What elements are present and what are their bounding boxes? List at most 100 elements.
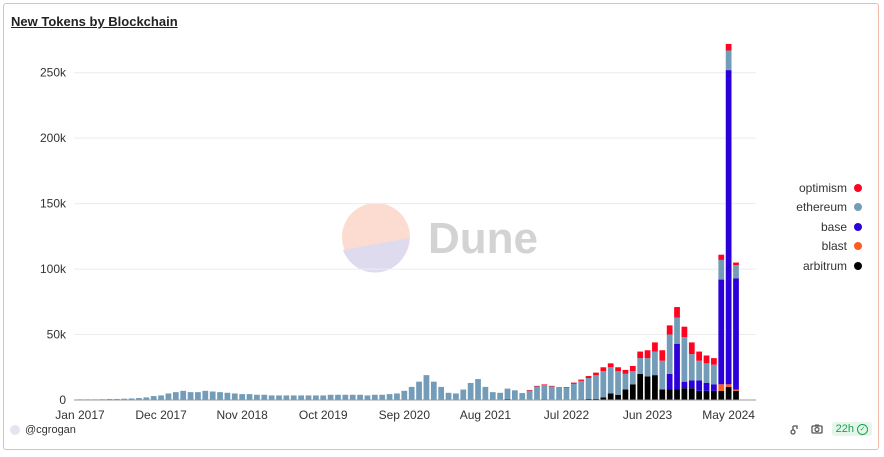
bar-ethereum bbox=[556, 387, 562, 400]
legend-label: blast bbox=[821, 239, 847, 254]
y-tick-label: 100k bbox=[40, 262, 67, 276]
bar-base bbox=[703, 382, 710, 391]
bar-ethereum bbox=[696, 360, 703, 381]
bar-ethereum bbox=[629, 371, 636, 385]
bar-base bbox=[674, 343, 680, 390]
bar-optimism bbox=[688, 342, 695, 355]
bar-optimism bbox=[644, 350, 651, 359]
bar-arbitrum bbox=[607, 393, 614, 400]
bar-base bbox=[681, 381, 688, 389]
x-tick-label: Sep 2020 bbox=[379, 408, 431, 422]
x-tick-label: May 2024 bbox=[702, 408, 755, 422]
bar-blast bbox=[733, 389, 739, 391]
legend-swatch bbox=[854, 203, 862, 212]
bar-ethereum bbox=[187, 392, 194, 400]
bar-ethereum bbox=[312, 395, 319, 400]
bar-ethereum bbox=[718, 259, 725, 280]
legend-item-ethereum[interactable]: ethereum bbox=[776, 198, 862, 218]
bar-ethereum bbox=[563, 387, 570, 400]
bar-optimism bbox=[570, 382, 577, 384]
bar-ethereum bbox=[688, 354, 695, 381]
legend-item-base[interactable]: base bbox=[776, 217, 862, 237]
x-tick-label: Jul 2022 bbox=[544, 408, 590, 422]
camera-icon[interactable] bbox=[810, 422, 824, 436]
bar-arbitrum bbox=[622, 389, 629, 400]
x-tick-label: Dec 2017 bbox=[135, 408, 187, 422]
bar-arbitrum bbox=[666, 389, 673, 400]
bar-arbitrum bbox=[733, 390, 739, 400]
bar-arbitrum bbox=[593, 398, 599, 400]
bar-ethereum bbox=[541, 384, 548, 400]
bar-ethereum bbox=[534, 386, 540, 400]
bar-ethereum bbox=[548, 386, 555, 400]
bar-ethereum bbox=[261, 394, 268, 400]
bar-optimism bbox=[703, 355, 710, 364]
bar-ethereum bbox=[327, 394, 334, 400]
bar-arbitrum bbox=[637, 373, 644, 400]
legend-item-arbitrum[interactable]: arbitrum bbox=[776, 256, 862, 276]
bar-ethereum bbox=[254, 394, 260, 400]
bar-blast bbox=[718, 384, 725, 391]
bar-optimism bbox=[629, 365, 636, 372]
refresh-badge[interactable]: 22h ✓ bbox=[831, 422, 872, 436]
bar-base bbox=[666, 373, 673, 390]
bar-arbitrum bbox=[674, 389, 680, 400]
bar-ethereum bbox=[342, 394, 349, 400]
bar-optimism bbox=[666, 325, 673, 335]
bar-ethereum bbox=[711, 364, 717, 385]
bar-optimism bbox=[585, 376, 592, 379]
watermark-text: Dune bbox=[428, 214, 538, 263]
refresh-badge-label: 22h bbox=[835, 423, 854, 435]
dune-watermark: Dune bbox=[342, 203, 538, 273]
bar-ethereum bbox=[202, 390, 209, 400]
bar-ethereum bbox=[224, 392, 231, 400]
bar-arbitrum bbox=[725, 386, 732, 400]
fork-icon[interactable] bbox=[788, 422, 802, 436]
bar-ethereum bbox=[570, 383, 577, 400]
chart-card: New Tokens by Blockchain bbox=[3, 3, 879, 450]
bar-optimism bbox=[696, 351, 703, 361]
bar-arbitrum bbox=[659, 389, 666, 400]
legend-item-blast[interactable]: blast bbox=[776, 237, 862, 257]
bar-ethereum bbox=[128, 398, 135, 400]
bar-arbitrum bbox=[718, 390, 725, 400]
footer-actions: 22h ✓ bbox=[780, 422, 872, 436]
y-tick-label: 250k bbox=[40, 66, 67, 80]
bar-optimism bbox=[541, 384, 548, 386]
bar-base bbox=[718, 279, 725, 385]
legend-label: optimism bbox=[798, 180, 847, 195]
legend-item-optimism[interactable]: optimism bbox=[776, 178, 862, 198]
bar-ethereum bbox=[195, 392, 201, 400]
author-attribution[interactable]: @cgrogan bbox=[10, 424, 76, 436]
bar-ethereum bbox=[600, 371, 607, 398]
bar-base bbox=[688, 380, 695, 389]
bar-ethereum bbox=[217, 392, 223, 400]
bar-ethereum bbox=[386, 394, 393, 400]
legend-swatch bbox=[854, 242, 862, 251]
bar-ethereum bbox=[283, 395, 290, 400]
bar-ethereum bbox=[246, 394, 253, 400]
bar-ethereum bbox=[423, 375, 430, 400]
bar-ethereum bbox=[239, 394, 246, 400]
bar-arbitrum bbox=[696, 390, 703, 400]
bar-optimism bbox=[637, 351, 644, 359]
y-tick-label: 150k bbox=[40, 197, 67, 211]
bar-optimism bbox=[711, 358, 717, 365]
chart-title[interactable]: New Tokens by Blockchain bbox=[11, 14, 178, 29]
bar-ethereum bbox=[298, 395, 304, 400]
legend-swatch bbox=[854, 222, 862, 231]
bar-ethereum bbox=[231, 393, 238, 400]
author-name: @cgrogan bbox=[25, 424, 76, 436]
legend-swatch bbox=[854, 261, 862, 270]
bar-ethereum bbox=[607, 367, 614, 394]
bar-ethereum bbox=[622, 373, 629, 390]
bar-ethereum bbox=[150, 396, 157, 400]
bar-ethereum bbox=[305, 395, 312, 400]
bar-ethereum bbox=[430, 381, 437, 400]
bars bbox=[77, 43, 739, 401]
legend: optimism ethereum base blast arbitrum bbox=[776, 178, 862, 276]
bar-ethereum bbox=[158, 395, 164, 400]
bar-optimism bbox=[622, 369, 629, 374]
bar-ethereum bbox=[482, 386, 489, 400]
